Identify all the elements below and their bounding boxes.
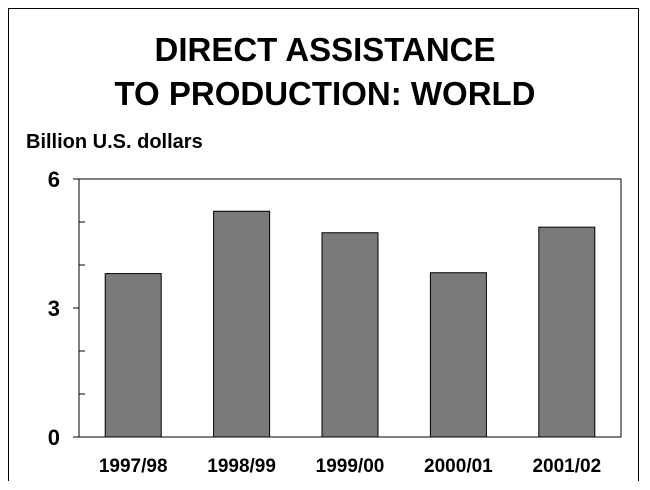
x-tick-label: 1999/00	[316, 456, 385, 477]
y-tick-label: 0	[48, 425, 60, 450]
y-tick-label: 6	[48, 167, 60, 192]
chart-title-line-2: TO PRODUCTION: WORLD	[114, 75, 536, 112]
x-tick-label: 1998/99	[207, 456, 276, 477]
x-tick-label: 1997/98	[99, 456, 168, 477]
chart-title-line-1: DIRECT ASSISTANCE	[154, 31, 496, 68]
y-tick-label: 3	[48, 296, 60, 321]
bar-1998-99	[213, 210, 271, 438]
bar-2001-02	[538, 226, 596, 438]
chart-frame	[8, 8, 639, 481]
x-tick-label: 2001/02	[532, 456, 601, 477]
bar-1997-98	[104, 273, 162, 438]
bar-2000-01	[429, 272, 487, 438]
y-axis-label: Billion U.S. dollars	[26, 131, 203, 153]
bar-1999-00	[321, 232, 379, 438]
x-tick-label: 2000/01	[424, 456, 493, 477]
